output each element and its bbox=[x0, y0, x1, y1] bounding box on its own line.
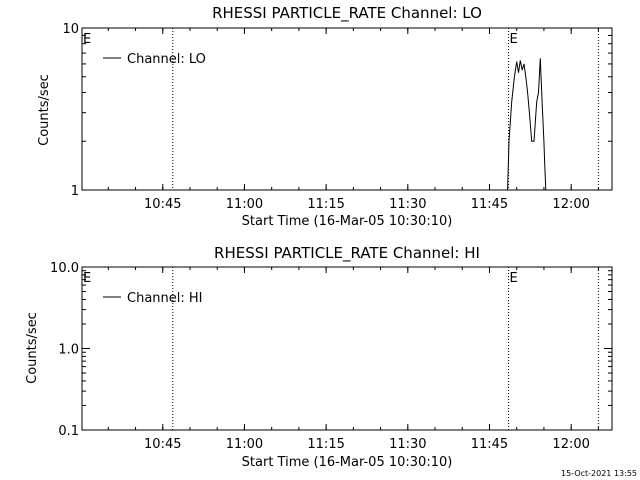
x-axis-label-hi: Start Time (16-Mar-05 10:30:10) bbox=[242, 455, 453, 470]
y-axis-label-lo: Counts/sec bbox=[37, 74, 52, 146]
plot-frame bbox=[81, 27, 613, 191]
footer-timestamp: 15-Oct-2021 13:55 bbox=[561, 469, 637, 478]
chart-title-lo: RHESSI PARTICLE_RATE Channel: LO bbox=[212, 4, 482, 23]
x-tick-label: 10:45 bbox=[144, 437, 181, 452]
x-tick-label: 12:00 bbox=[552, 437, 589, 452]
x-tick-label: 11:45 bbox=[471, 437, 508, 452]
annotation-e: E bbox=[83, 271, 91, 286]
x-tick-label: 11:30 bbox=[389, 437, 426, 452]
y-tick-label: 10 bbox=[62, 22, 79, 37]
chart-title-hi: RHESSI PARTICLE_RATE Channel: HI bbox=[214, 244, 480, 263]
y-axis-label-hi: Counts/sec bbox=[25, 312, 40, 384]
x-tick-label: 10:45 bbox=[144, 197, 181, 212]
annotation-e: E bbox=[510, 32, 518, 47]
y-tick-label: 1.0 bbox=[58, 343, 79, 358]
y-tick-label: 0.1 bbox=[58, 424, 79, 439]
annotation-e: E bbox=[83, 32, 91, 47]
x-tick-label: 11:15 bbox=[307, 437, 344, 452]
chart-marks: 10:45 11:00 11:15 11:30 11:45 12:00 1 10 E E 10:45… bbox=[50, 22, 613, 452]
x-axis-label-lo: Start Time (16-Mar-05 10:30:10) bbox=[242, 214, 453, 229]
x-tick-label: 11:15 bbox=[307, 197, 344, 212]
legend-label-hi: Channel: HI bbox=[127, 291, 203, 306]
legend-label-lo: Channel: LO bbox=[127, 52, 206, 67]
y-tick-label: 10.0 bbox=[50, 261, 79, 276]
x-tick-label: 11:00 bbox=[226, 197, 263, 212]
x-tick-label: 11:30 bbox=[389, 197, 426, 212]
x-tick-label: 12:00 bbox=[552, 197, 589, 212]
x-tick-label: 11:45 bbox=[471, 197, 508, 212]
series-line-lo bbox=[507, 58, 551, 191]
annotation-e: E bbox=[510, 271, 518, 286]
x-tick-label: 11:00 bbox=[226, 437, 263, 452]
y-tick-label: 1 bbox=[71, 184, 79, 199]
